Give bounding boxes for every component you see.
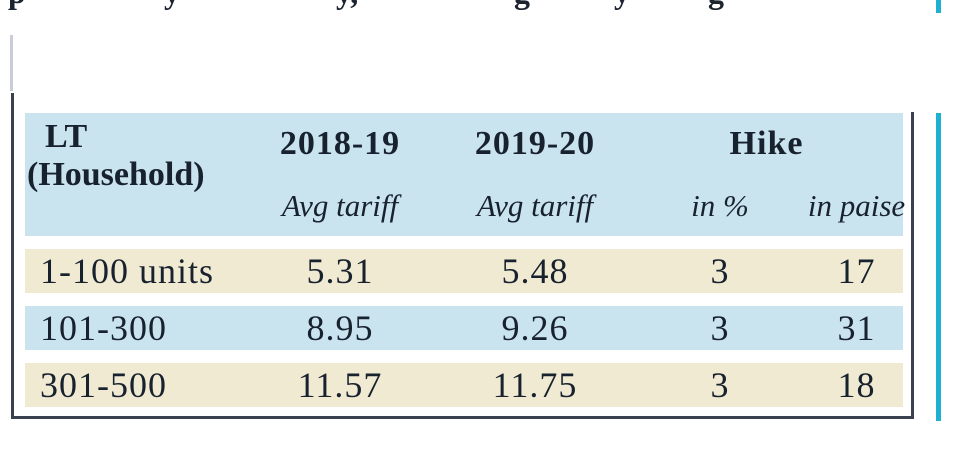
hike-paise: 17	[837, 251, 876, 291]
tariff-2019-20: 11.75	[492, 365, 578, 405]
teal-column-rule-top	[936, 0, 941, 13]
hike-percent: 3	[710, 308, 730, 348]
headline-fragment: y,	[336, 0, 358, 8]
headline-fragment: y	[614, 0, 630, 8]
tariff-2018-19: 8.95	[306, 308, 374, 348]
table-border-right	[911, 112, 914, 419]
table-border-bottom	[11, 416, 914, 419]
left-column-rule	[10, 35, 13, 91]
hike-percent: 3	[710, 365, 730, 405]
subheader-in-paise: in paise	[807, 187, 906, 223]
row-label: 301-500	[40, 365, 167, 405]
header-lt-household: LT (Household)	[25, 113, 240, 236]
headline-fragment: p	[8, 0, 26, 8]
table-row: 301-500 11.57 11.75 3 18	[25, 363, 903, 407]
tariff-2019-20: 5.48	[501, 251, 569, 291]
hike-paise: 31	[837, 308, 876, 348]
subheader-avg-tariff-2019: Avg tariff	[476, 187, 594, 223]
tariff-2018-19: 11.57	[297, 365, 383, 405]
tariff-table: LT (Household) 2018-19 2019-20 Hike Avg …	[25, 113, 906, 407]
teal-column-rule	[936, 113, 941, 421]
header-year-2018-19: 2018-19	[279, 125, 401, 162]
headline-fragment: g	[708, 0, 724, 8]
tariff-2019-20: 9.26	[501, 308, 569, 348]
table-row: 101-300 8.95 9.26 3 31	[25, 306, 903, 350]
table-row: 1-100 units 5.31 5.48 3 17	[25, 249, 903, 293]
table-header: LT (Household) 2018-19 2019-20 Hike Avg …	[25, 113, 906, 236]
headline-fragment: g	[514, 0, 530, 8]
header-hike: Hike	[729, 125, 804, 162]
hike-paise: 18	[837, 365, 876, 405]
table-border-left	[11, 93, 14, 419]
headline-fragment: y	[164, 0, 180, 8]
hike-percent: 3	[710, 251, 730, 291]
header-year-2019-20: 2019-20	[474, 125, 596, 162]
tariff-2018-19: 5.31	[306, 251, 374, 291]
subheader-avg-tariff-2018: Avg tariff	[281, 187, 399, 223]
row-label: 101-300	[40, 308, 167, 348]
subheader-in-percent: in %	[691, 187, 749, 223]
header-lt: LT	[45, 118, 88, 155]
header-household: (Household)	[27, 156, 205, 193]
row-label: 1-100 units	[40, 251, 215, 291]
